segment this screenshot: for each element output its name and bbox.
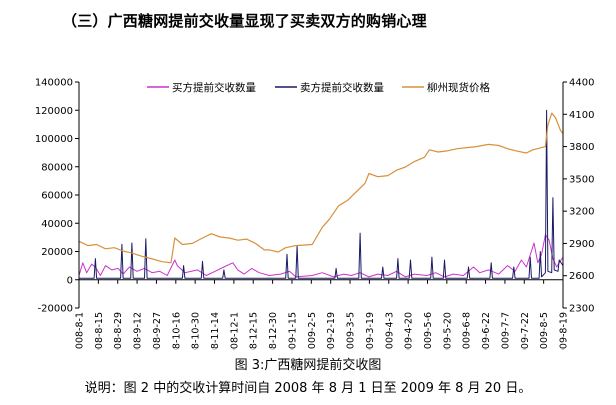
x-tick-label: 2009-7-22 [520,312,531,350]
legend-label: 卖方提前交收数量 [300,81,384,94]
x-tick-label: 2009-5-20 [442,312,453,350]
right-tick-label: 2900 [569,239,594,250]
series-line-2 [79,109,564,279]
x-tick-label: 2009-1-15 [287,312,298,350]
left-tick-label: 0 [67,275,73,286]
x-tick-label: 2009-2-5 [307,312,318,350]
x-tick-label: 2009-3-5 [346,312,357,350]
left-tick-label: 80000 [41,162,73,173]
x-tick-label: 2009-3-19 [365,312,376,350]
x-tick-label: 2009-7-7 [500,312,511,350]
series-line-3 [78,112,564,264]
x-tick-label: 2008-12-15 [249,312,260,350]
left-tick-label: 40000 [41,219,73,230]
x-tick-label: 2009-6-22 [481,312,492,350]
left-tick-label: 140000 [35,78,73,89]
x-tick-label: 2008-9-27 [152,312,163,350]
x-tick-label: 2009-6-8 [462,312,473,350]
x-tick-label: 2008-11-14 [210,312,221,350]
right-tick-label: 4400 [569,78,594,89]
x-tick-label: 2008-8-1 [75,312,86,350]
right-tick-label: 3500 [569,174,594,185]
right-tick-label: 4100 [569,110,594,121]
legend-label: 买方提前交收数量 [172,81,256,94]
x-tick-label: 2008-12-30 [268,312,279,350]
series-line-1 [78,234,564,278]
legend-label: 柳州现货价格 [427,81,490,94]
x-tick-label: 2008-8-29 [113,312,124,350]
x-tick-label: 2008-10-16 [171,312,182,350]
figure-note: 说明：图 2 中的交收计算时间自 2008 年 8 月 1 日至 2009 年 … [84,381,532,396]
x-tick-label: 2009-8-19 [559,312,570,350]
right-tick-label: 2300 [569,304,594,315]
delivery-chart: -20000 0 20000 40000 60000 80000 100000 120000 1… [35,78,595,351]
left-axis-ticks: -20000 0 20000 40000 60000 80000 100000 120000 1… [35,78,79,315]
left-tick-label: 100000 [35,134,73,145]
x-tick-label: 2008-8-15 [94,312,105,350]
right-tick-label: 3200 [569,207,594,218]
series-lines [78,109,564,279]
x-tick-label: 2009-4-20 [404,312,415,350]
x-tick-label: 2009-4-3 [384,312,395,350]
x-tick-label: 2009-8-5 [539,312,550,350]
x-tick-label: 2008-10-30 [191,312,202,350]
right-tick-label: 3800 [569,142,594,153]
legend: 买方提前交收数量 卖方提前交收数量 柳州现货价格 [147,81,490,94]
left-tick-label: -20000 [38,304,73,315]
x-tick-label: 2008-9-12 [133,312,144,350]
figure-caption: 图 3:广西糖网提前交收图 [234,358,382,373]
x-tick-label: 2009-5-6 [423,312,434,350]
left-tick-label: 20000 [41,247,73,258]
right-axis-ticks: 2300 2600 2900 3200 3500 3800 4100 4400 [563,78,594,315]
left-tick-label: 60000 [41,191,73,202]
section-heading: （三）广西糖网提前交收量显现了买卖双方的购销心理 [62,12,427,30]
x-tick-label: 2008-12-1 [229,312,240,350]
x-tick-label: 2009-2-19 [326,312,337,350]
x-axis-ticks: 2008-8-1 2008-8-15 2008-8-29 2008-9-12 2008-… [75,279,570,350]
right-tick-label: 2600 [569,271,594,282]
left-tick-label: 120000 [35,106,73,117]
